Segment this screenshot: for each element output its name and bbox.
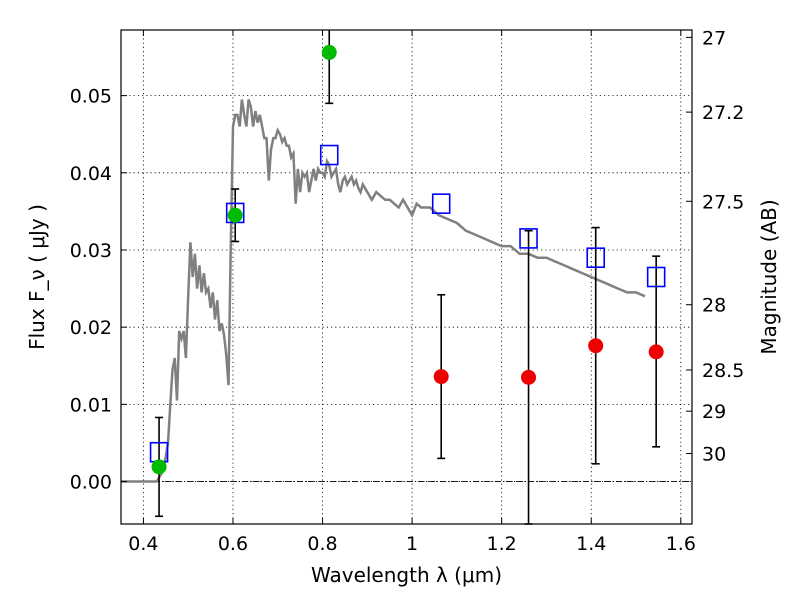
grid-lines bbox=[121, 30, 692, 524]
x-tick-label-4: 1.2 bbox=[487, 533, 517, 555]
x-axis-title: Wavelength λ (μm) bbox=[311, 563, 502, 587]
y2-tick-label-0: 27 bbox=[702, 27, 726, 49]
model-flux-square-2 bbox=[319, 144, 339, 166]
data-markers bbox=[149, 44, 666, 475]
y-tick-label-3: 0.03 bbox=[70, 240, 112, 262]
x-tick-label-6: 1.6 bbox=[666, 533, 696, 555]
observed-flux-point-1-0 bbox=[151, 459, 167, 475]
y2-axis-ticks: 27 27.2 27.5 28 28.5 29 30 bbox=[686, 27, 744, 466]
y2-tick-label-5: 29 bbox=[702, 401, 726, 423]
x-tick-label-2: 0.8 bbox=[307, 533, 337, 555]
observed-flux-point-2-3 bbox=[648, 344, 664, 360]
observed-flux-point-2-0 bbox=[433, 369, 449, 385]
observed-flux-point-1-1 bbox=[227, 207, 243, 223]
observed-flux-point-2-1 bbox=[521, 369, 537, 385]
y-tick-label-1: 0.01 bbox=[70, 394, 112, 416]
model-flux-square-4 bbox=[519, 228, 538, 249]
y-axis-title: Flux F_ν ( μJy ) bbox=[25, 204, 49, 350]
y2-axis-title: Magnitude (AB) bbox=[757, 199, 781, 354]
observed-flux-point-1-2 bbox=[321, 44, 337, 60]
y-tick-label-4: 0.04 bbox=[70, 163, 112, 185]
y2-tick-label-3: 28 bbox=[702, 295, 726, 317]
x-axis-ticks: 0.4 0.6 0.8 1 1.2 1.4 1.6 bbox=[128, 30, 696, 555]
model-flux-square-5 bbox=[586, 247, 606, 269]
model-flux-square-6 bbox=[646, 266, 666, 288]
x-tick-label-5: 1.4 bbox=[576, 533, 606, 555]
y2-tick-label-6: 30 bbox=[702, 444, 726, 466]
plot-area bbox=[121, 30, 666, 525]
y-tick-label-0: 0.00 bbox=[70, 472, 112, 494]
x-tick-label-1: 0.6 bbox=[218, 533, 248, 555]
y-axis-ticks: 0.00 0.01 0.02 0.03 0.04 0.05 bbox=[70, 86, 127, 494]
y-tick-label-2: 0.02 bbox=[70, 317, 112, 339]
model-flux-square-3 bbox=[431, 193, 451, 214]
y2-tick-label-2: 27.5 bbox=[702, 191, 744, 213]
x-tick-label-3: 1 bbox=[406, 533, 418, 555]
y2-tick-label-1: 27.2 bbox=[702, 102, 744, 124]
x-tick-label-0: 0.4 bbox=[128, 533, 158, 555]
plot-frame bbox=[120, 29, 693, 525]
model-sed-line bbox=[121, 99, 646, 483]
y-tick-label-5: 0.05 bbox=[70, 86, 112, 108]
observed-flux-point-2-2 bbox=[588, 338, 604, 354]
y2-tick-label-4: 28.5 bbox=[702, 360, 744, 382]
error-bar-1-2 bbox=[325, 30, 334, 105]
